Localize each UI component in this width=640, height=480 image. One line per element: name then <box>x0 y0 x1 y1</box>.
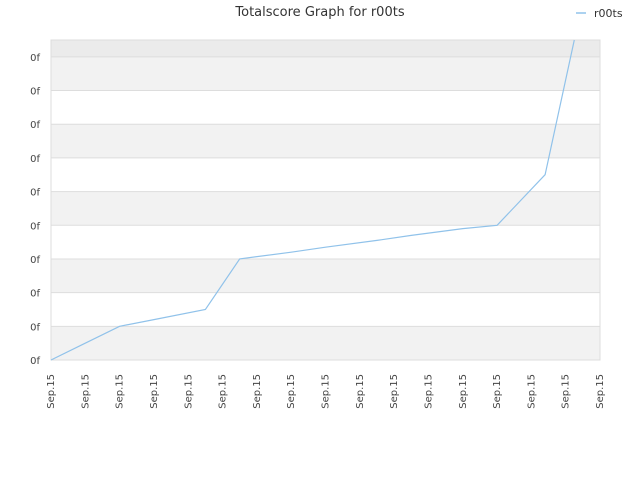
plot-band <box>51 90 600 125</box>
plot-frame <box>50 39 601 361</box>
y-tick-label: 0f <box>30 255 40 266</box>
x-tick-label: Sep.15 <box>252 374 263 409</box>
plot-band <box>51 292 600 327</box>
x-tick-label: Sep.15 <box>561 374 572 409</box>
x-tick-label: Sep.15 <box>46 374 57 409</box>
x-tick-label: Sep.15 <box>286 374 297 409</box>
y-tick-label: 0f <box>30 120 40 131</box>
x-tick-label: Sep.15 <box>355 374 366 409</box>
x-tick-label: Sep.15 <box>183 374 194 409</box>
plot-band <box>51 124 600 158</box>
x-tick-label: Sep.15 <box>423 374 434 409</box>
series-lines <box>50 39 575 361</box>
x-tick-label: Sep.15 <box>458 374 469 409</box>
plot-band <box>51 40 600 57</box>
y-tick-label: 0f <box>30 188 40 199</box>
y-tick-label: 0f <box>30 154 40 165</box>
plot-band <box>51 225 600 259</box>
plot-band <box>51 258 600 293</box>
x-axis: Sep.15 Sep.15 Sep.15 Sep.15 Sep.15 Sep.15 Sep.… <box>46 374 606 409</box>
chart-title: Totalscore Graph for r00ts <box>234 5 404 20</box>
legend-label: r00ts <box>594 7 623 20</box>
y-tick-label: 0f <box>30 53 40 64</box>
x-tick-label: Sep.15 <box>149 374 160 409</box>
plot-band <box>51 326 600 360</box>
x-tick-label: Sep.15 <box>218 374 229 409</box>
series-line <box>50 39 575 361</box>
x-tick-label: Sep.15 <box>595 374 606 409</box>
x-tick-label: Sep.15 <box>321 374 332 409</box>
x-tick-label: Sep.15 <box>115 374 126 409</box>
x-tick-label: Sep.15 <box>389 374 400 409</box>
y-tick-label: 0f <box>30 87 40 98</box>
x-tick-label: Sep.15 <box>526 374 537 409</box>
x-tick-label: Sep.15 <box>80 374 91 409</box>
y-tick-label: 0f <box>30 221 40 232</box>
plot-bands <box>51 40 600 360</box>
y-axis: 0f 0f 0f 0f 0f 0f 0f 0f 0f 0f <box>30 53 40 367</box>
plot-band <box>51 56 600 91</box>
legend: r00ts <box>576 7 623 20</box>
plot-band <box>51 191 600 226</box>
plot-band <box>51 157 600 192</box>
y-tick-label: 0f <box>30 322 40 333</box>
y-tick-label: 0f <box>30 289 40 300</box>
y-tick-label: 0f <box>30 356 40 367</box>
x-tick-label: Sep.15 <box>492 374 503 409</box>
